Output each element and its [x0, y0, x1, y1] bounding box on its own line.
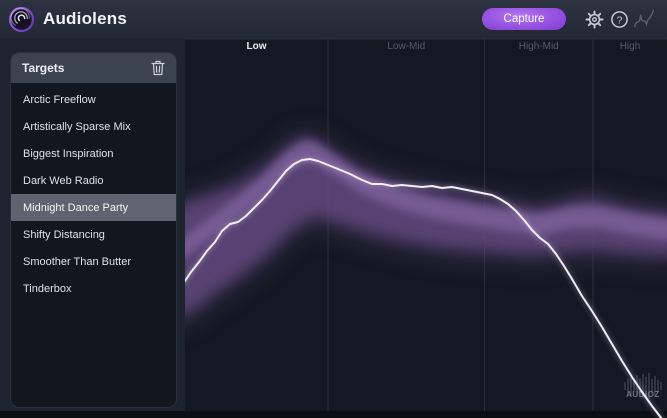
top-bar: Audiolens Capture ? [0, 0, 667, 38]
target-row[interactable]: Biggest Inspiration [23, 147, 114, 160]
window-bottom-edge [0, 411, 667, 418]
target-row[interactable]: Arctic Freeflow [23, 93, 96, 106]
band-tab-low-mid[interactable]: Low-Mid [387, 41, 426, 52]
band-tab-high[interactable]: High [619, 41, 641, 52]
audiolens-logo-icon [8, 6, 35, 32]
target-row[interactable]: Shifty Distancing [23, 228, 105, 241]
target-row[interactable]: Tinderbox [23, 282, 72, 295]
band-tab-low[interactable]: Low [246, 41, 267, 52]
targets-panel: Targets Arctic Freeflow Artistically Spar… [10, 52, 177, 408]
spectrum-display: AUDiOZ [185, 38, 667, 418]
help-icon[interactable]: ? [608, 8, 630, 30]
target-row[interactable]: Midnight Dance Party [11, 194, 176, 221]
target-curve [185, 158, 663, 418]
target-row[interactable]: Dark Web Radio [23, 174, 104, 187]
scribble-watermark-icon [633, 8, 655, 30]
targets-list: Arctic Freeflow Artistically Sparse Mix Bi… [11, 83, 176, 302]
app-title: Audiolens [43, 9, 127, 28]
capture-button[interactable]: Capture [482, 8, 566, 30]
audioz-waveform-bars [624, 373, 662, 399]
spectrum-cloud-core [185, 141, 667, 258]
svg-text:?: ? [616, 15, 622, 26]
spectrum-cloud [185, 139, 667, 314]
targets-title: Targets [22, 61, 65, 75]
trash-icon[interactable] [151, 60, 165, 76]
band-labels: Low Low-Mid High-Mid High [185, 38, 667, 55]
target-row[interactable]: Smoother Than Butter [23, 255, 132, 268]
target-row[interactable]: Artistically Sparse Mix [23, 120, 131, 133]
targets-panel-header: Targets [11, 53, 176, 83]
settings-gear-icon[interactable] [583, 8, 605, 30]
band-tab-high-mid[interactable]: High-Mid [518, 41, 559, 52]
